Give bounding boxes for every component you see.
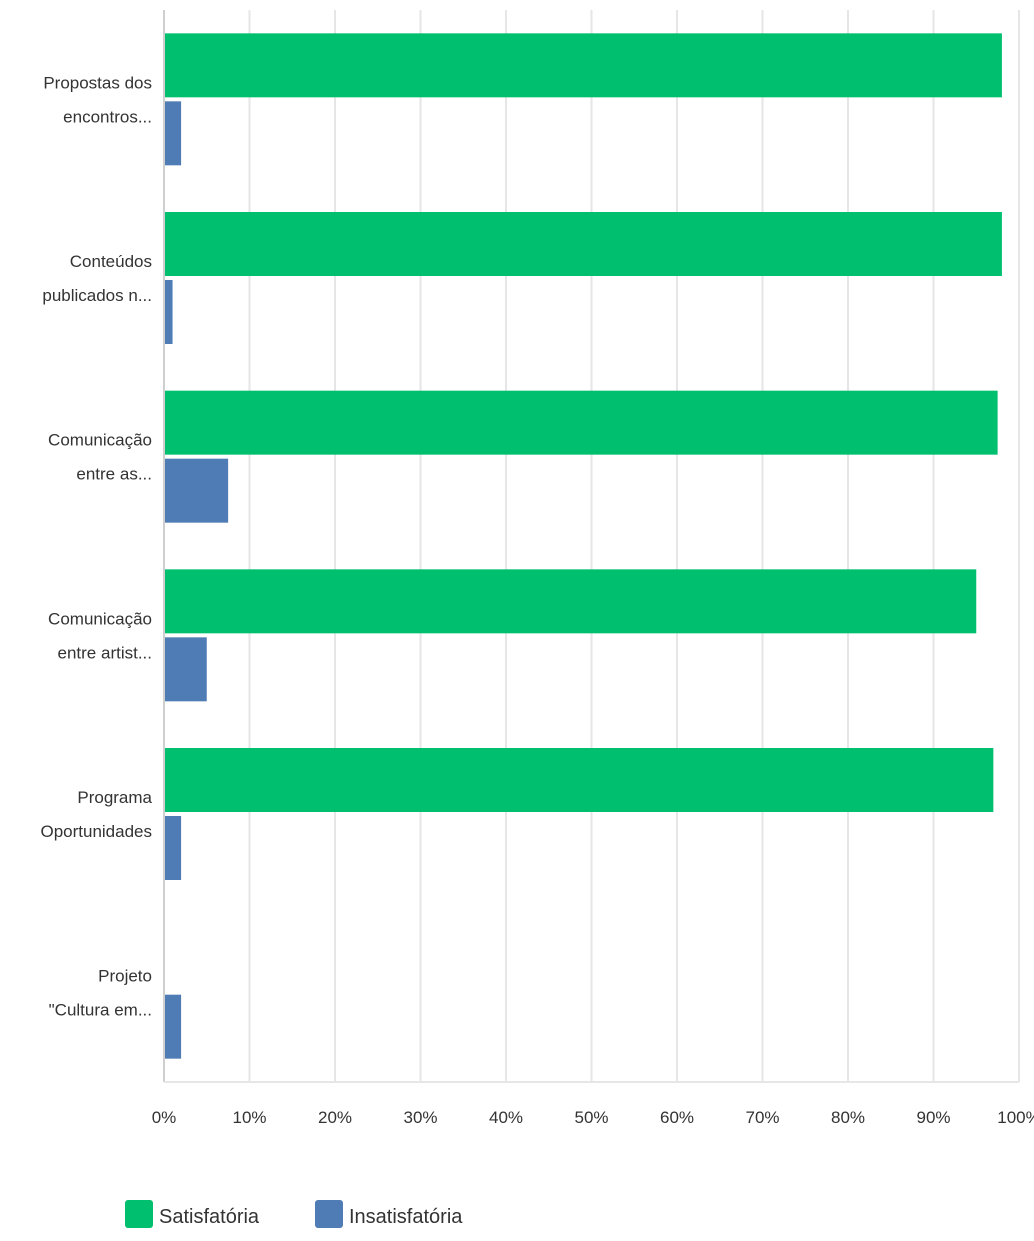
x-tick-label: 70% — [745, 1108, 779, 1127]
gridlines — [163, 10, 1020, 1082]
category-label: Projeto "Cultura em... — [49, 967, 152, 1020]
x-tick-label: 100% — [997, 1108, 1034, 1127]
bar-satisfatoria — [164, 212, 1002, 276]
category-label: Comunicação entre as... — [48, 431, 152, 484]
category-label: Conteúdos publicados n... — [42, 252, 152, 305]
bar-satisfatoria — [164, 569, 977, 634]
legend-swatch-satisfatoria — [125, 1200, 153, 1228]
bar-satisfatoria — [164, 33, 1002, 98]
legend: Satisfatória Insatisfatória — [125, 1200, 463, 1228]
x-tick-label: 50% — [574, 1108, 608, 1127]
category-label: Comunicação entre artist... — [48, 609, 152, 662]
bar-insatisfatoria — [164, 994, 182, 1059]
legend-swatch-insatisfatoria — [315, 1200, 343, 1228]
x-tick-label: 0% — [152, 1108, 177, 1127]
bar-insatisfatoria — [164, 280, 173, 344]
category-label: Propostas dos encontros... — [43, 73, 152, 126]
x-tick-label: 60% — [660, 1108, 694, 1127]
category-label: Programa Oportunidades — [40, 788, 152, 841]
x-axis: 0% 10% 20% 30% 40% 50% 60% 70% 80% 90% 100% — [152, 10, 1034, 1127]
category-labels: Propostas dos encontros... Conteúdos public… — [40, 73, 152, 1019]
bar-satisfatoria — [164, 748, 994, 812]
x-tick-label: 30% — [403, 1108, 437, 1127]
bar-insatisfatoria — [164, 816, 182, 880]
bar-insatisfatoria — [164, 637, 207, 702]
x-tick-label: 90% — [916, 1108, 950, 1127]
bar-insatisfatoria — [164, 458, 229, 523]
bar-insatisfatoria — [164, 101, 182, 166]
legend-label-insatisfatoria: Insatisfatória — [349, 1206, 463, 1228]
x-tick-label: 80% — [831, 1108, 865, 1127]
bars — [164, 33, 1002, 1059]
legend-label-satisfatoria: Satisfatória — [159, 1206, 260, 1228]
x-tick-label: 40% — [489, 1108, 523, 1127]
x-tick-label: 10% — [232, 1108, 266, 1127]
x-tick-label: 20% — [318, 1108, 352, 1127]
bar-satisfatoria — [164, 390, 998, 455]
